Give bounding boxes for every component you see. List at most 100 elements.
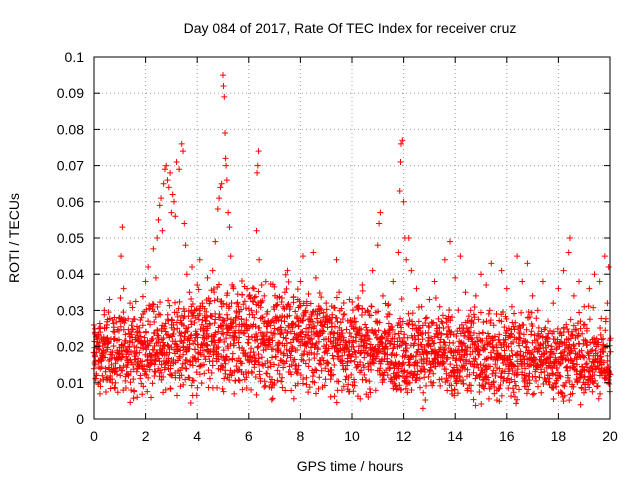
data-point [195,286,202,293]
data-point [357,395,364,402]
data-point [211,289,218,296]
data-point [367,341,374,348]
data-point [535,346,542,353]
data-point [248,358,255,365]
data-point [279,384,286,391]
data-point [430,370,437,377]
data-point [226,376,233,383]
data-point [581,321,588,328]
data-point [226,332,233,339]
data-point [447,317,454,324]
data-point [377,365,384,372]
data-point [514,396,521,403]
data-point [238,329,245,336]
data-point [533,377,540,384]
data-point [591,357,598,364]
data-point [525,347,532,354]
data-point [208,369,215,376]
data-point [240,301,247,308]
data-point [394,385,401,392]
data-point [220,300,227,307]
data-point [311,323,318,330]
data-point [265,336,272,343]
data-point [406,362,413,369]
data-point [133,368,140,375]
data-point [577,318,584,325]
data-point [112,379,119,386]
data-point [557,360,564,367]
data-point [218,330,225,337]
data-point [150,308,157,315]
data-point [462,342,469,349]
data-point [172,213,179,220]
data-point [207,321,214,328]
data-point [492,369,499,376]
data-point [188,382,195,389]
data-point [602,375,609,382]
x-tick-label: 6 [245,428,253,444]
data-point [136,324,143,331]
data-point [339,316,346,323]
data-point [465,328,472,335]
data-point [513,400,520,407]
data-point [398,140,405,147]
data-point [348,371,355,378]
data-point [567,316,574,323]
data-point [262,278,269,285]
data-point [204,325,211,332]
data-point [109,376,116,383]
data-point [340,383,347,390]
data-point [235,355,242,362]
data-point [428,335,435,342]
data-point [384,371,391,378]
data-point [338,327,345,334]
data-point [183,357,190,364]
data-point [393,369,400,376]
data-point [420,365,427,372]
data-point [306,384,313,391]
data-point [570,292,577,299]
data-point [112,368,119,375]
data-point [481,385,488,392]
data-point [223,335,230,342]
data-point [330,334,337,341]
data-point [113,319,120,326]
data-point [308,313,315,320]
data-point [439,320,446,327]
data-point [385,331,392,338]
data-point [311,379,318,386]
data-point [374,242,381,249]
data-point [238,306,245,313]
data-point [397,322,404,329]
data-point [155,355,162,362]
data-point [143,346,150,353]
data-point [412,353,419,360]
data-point [470,320,477,327]
data-point [285,323,292,330]
data-point [472,375,479,382]
data-point [160,335,167,342]
data-point [401,367,408,374]
data-point [523,390,530,397]
data-point [329,352,336,359]
data-point [163,331,170,338]
data-point [358,326,365,333]
data-point [99,350,106,357]
data-point [464,366,471,373]
data-point [600,359,607,366]
data-point [492,361,499,368]
data-point [228,325,235,332]
data-point [512,382,519,389]
data-point [531,355,538,362]
data-point [490,322,497,329]
axis-ticks: 0 0.01 0.02 0.03 0.04 0.05 0.06 0.07 0.08 0.09 0.1… [57,49,618,444]
data-point [406,356,413,363]
data-point [340,311,347,318]
data-point [429,382,436,389]
data-point [155,216,162,223]
data-point [422,396,429,403]
data-point [581,303,588,310]
data-point [375,327,382,334]
data-point [505,370,512,377]
data-point [470,363,477,370]
